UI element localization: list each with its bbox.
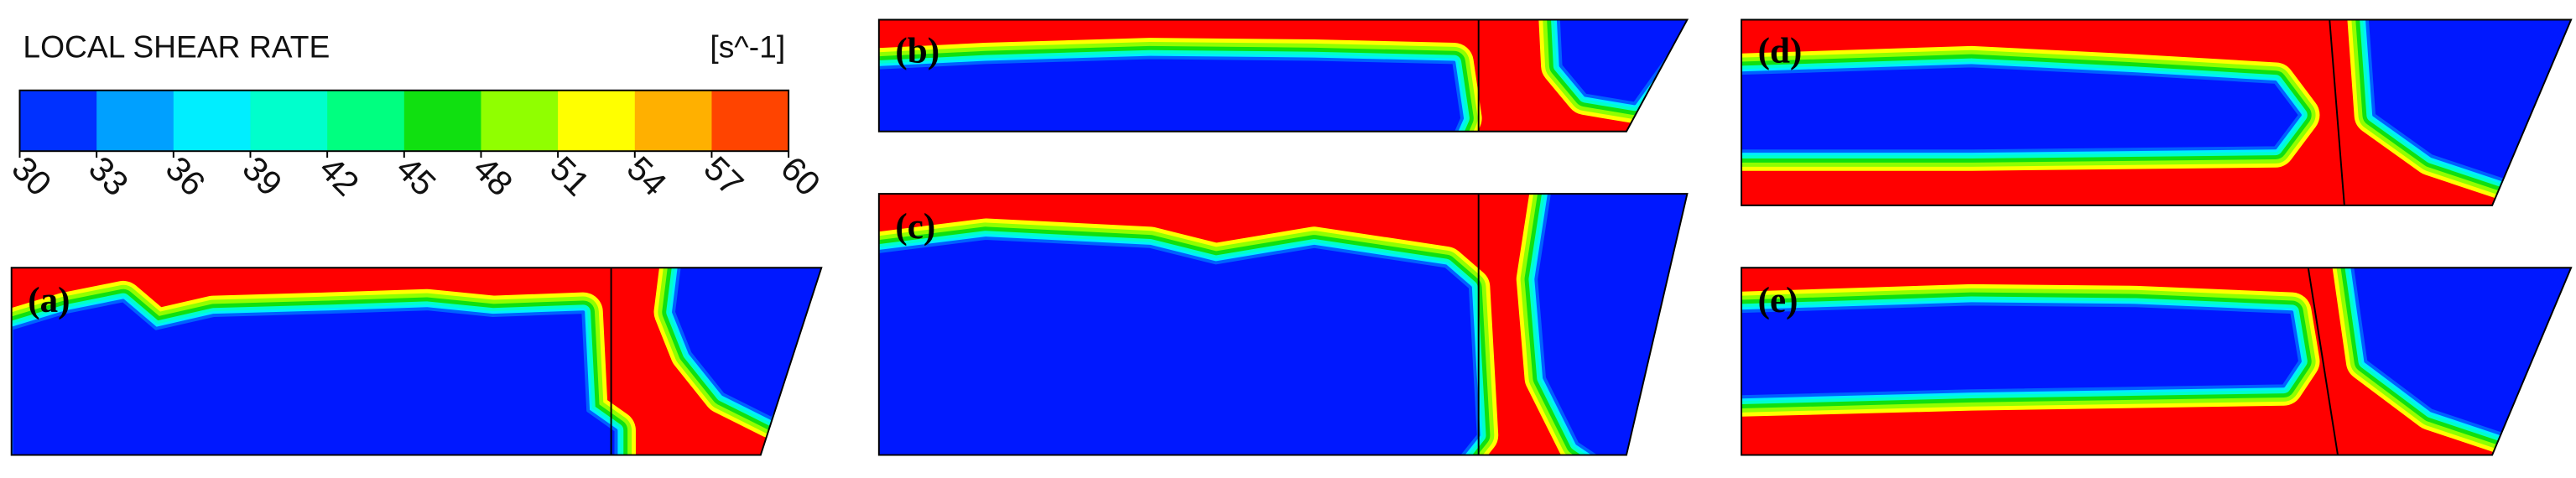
colorbar-band: [173, 90, 252, 152]
colorbar-tick-label: 51: [543, 149, 597, 204]
low-shear-region: [878, 55, 1465, 132]
divider-line: [2329, 19, 2345, 205]
colorbar-band: [634, 90, 713, 152]
contour-panel: [878, 19, 1688, 132]
colorbar-tick-label: 48: [466, 149, 520, 204]
low-shear-region: [2364, 19, 2572, 183]
low-shear-region: [878, 236, 1481, 455]
colorbar-title: LOCAL SHEAR RATE: [23, 29, 330, 65]
colorbar-tick-label: 42: [312, 149, 367, 204]
contour-panel: [1741, 19, 2572, 205]
colorbar-tick-label: 45: [389, 149, 444, 204]
panel-label: (b): [895, 31, 939, 70]
panel-label: (e): [1758, 281, 1798, 320]
contour-panel: [1741, 268, 2572, 455]
colorbar-band: [558, 90, 636, 152]
low-shear-region: [2347, 268, 2572, 438]
colorbar-tick-label: 60: [773, 149, 828, 204]
low-shear-region: [1741, 64, 2302, 153]
colorbar-unit: [s^-1]: [710, 29, 785, 65]
panel-frame: [1741, 267, 2573, 456]
panel-label: (d): [1758, 31, 1803, 70]
divider-line: [2307, 268, 2339, 455]
low-shear-region: [1555, 19, 1688, 106]
low-shear-region: [672, 268, 822, 421]
colorbar-band: [403, 90, 482, 152]
panel-frame: [877, 193, 1689, 456]
colorbar-tick-label: 36: [159, 149, 213, 204]
low-shear-region: [1741, 302, 2302, 399]
panel-frame: [10, 267, 823, 456]
panel-label: (c): [895, 207, 935, 247]
colorbar-tick-label: 54: [620, 149, 674, 204]
colorbar-band: [711, 90, 789, 152]
contour-panel: [11, 268, 822, 455]
low-shear-region: [1534, 194, 1688, 455]
contour-panel: [878, 194, 1688, 455]
panel-frame: [1741, 18, 2573, 206]
panel-frame: [877, 18, 1689, 132]
colorbar-band: [481, 90, 559, 152]
colorbar-tick-label: 30: [4, 149, 59, 204]
colorbar-band: [96, 90, 174, 152]
colorbar-band: [327, 90, 405, 152]
colorbar-tick-label: 39: [235, 149, 289, 204]
colorbar-tick-label: 33: [81, 149, 136, 204]
low-shear-region: [11, 299, 618, 455]
colorbar-band: [19, 90, 97, 152]
colorbar-band: [250, 90, 328, 152]
colorbar-tick-label: 57: [696, 149, 751, 204]
panel-label: (a): [28, 281, 70, 320]
